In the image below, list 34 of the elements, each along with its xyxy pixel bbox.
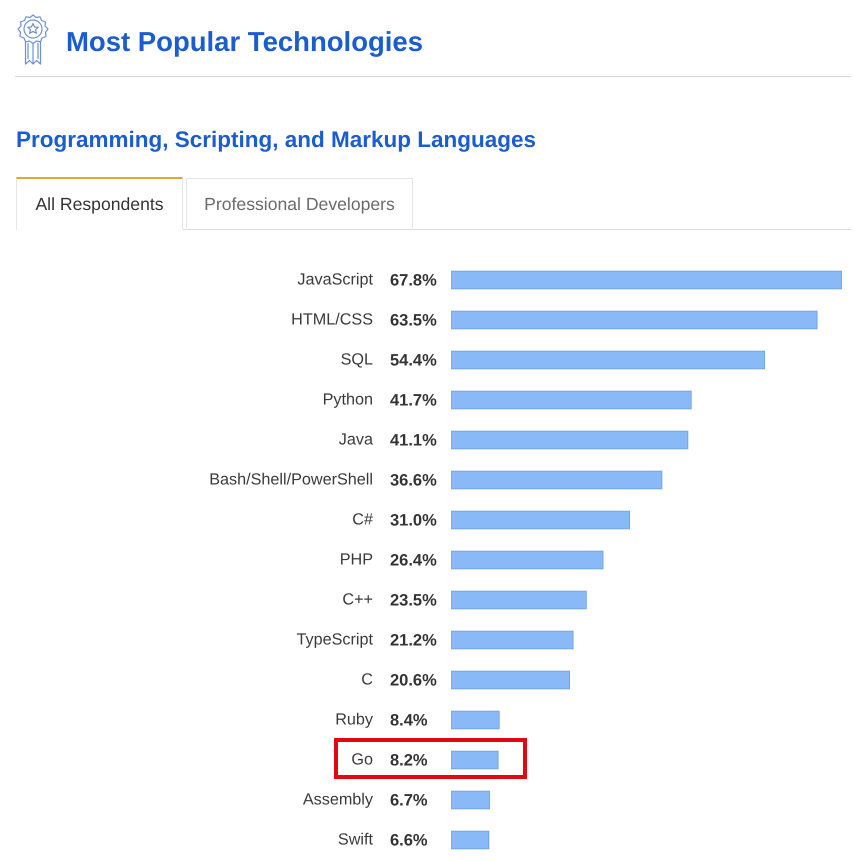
y-tick-label: TypeScript: [296, 630, 374, 648]
data-label: 6.7%: [390, 792, 428, 810]
data-label: 23.5%: [390, 592, 438, 610]
data-label: 20.6%: [390, 672, 438, 690]
data-label: 6.6%: [390, 832, 428, 850]
data-label: 67.8%: [390, 272, 438, 290]
y-tick-label: Bash/Shell/PowerShell: [209, 470, 373, 488]
y-tick-label: HTML/CSS: [291, 310, 374, 328]
data-label: 31.0%: [390, 512, 438, 530]
y-tick-label: Go: [351, 750, 373, 768]
data-label: 54.4%: [390, 352, 438, 370]
y-tick-label: C++: [342, 590, 373, 608]
y-tick-label: C: [361, 670, 374, 688]
tab[interactable]: Professional Developers: [186, 178, 413, 228]
y-tick-label: Swift: [338, 830, 374, 848]
y-tick-label: JavaScript: [297, 270, 374, 288]
y-tick-label: PHP: [340, 550, 373, 568]
y-tick-label: Assembly: [302, 790, 374, 808]
data-label: 36.6%: [390, 472, 438, 490]
data-label: 41.7%: [390, 392, 438, 410]
chart-title: Most Popular Technologies: [66, 25, 424, 59]
y-tick-label: SQL: [340, 350, 373, 368]
y-tick-label: C#: [352, 510, 373, 528]
chart-subtitle: Programming, Scripting, and Markup Languages: [16, 126, 536, 154]
data-label: 21.2%: [390, 632, 438, 650]
y-tick-label: Ruby: [335, 710, 374, 728]
tab[interactable]: All Respondents: [16, 177, 183, 230]
data-label: 63.5%: [390, 312, 438, 330]
y-tick-label: Java: [338, 430, 373, 448]
data-label: 8.4%: [390, 712, 428, 730]
y-tick-label: Python: [322, 390, 373, 408]
data-label: 41.1%: [390, 432, 438, 450]
data-label: 26.4%: [390, 552, 438, 570]
data-label: 8.2%: [390, 752, 428, 770]
